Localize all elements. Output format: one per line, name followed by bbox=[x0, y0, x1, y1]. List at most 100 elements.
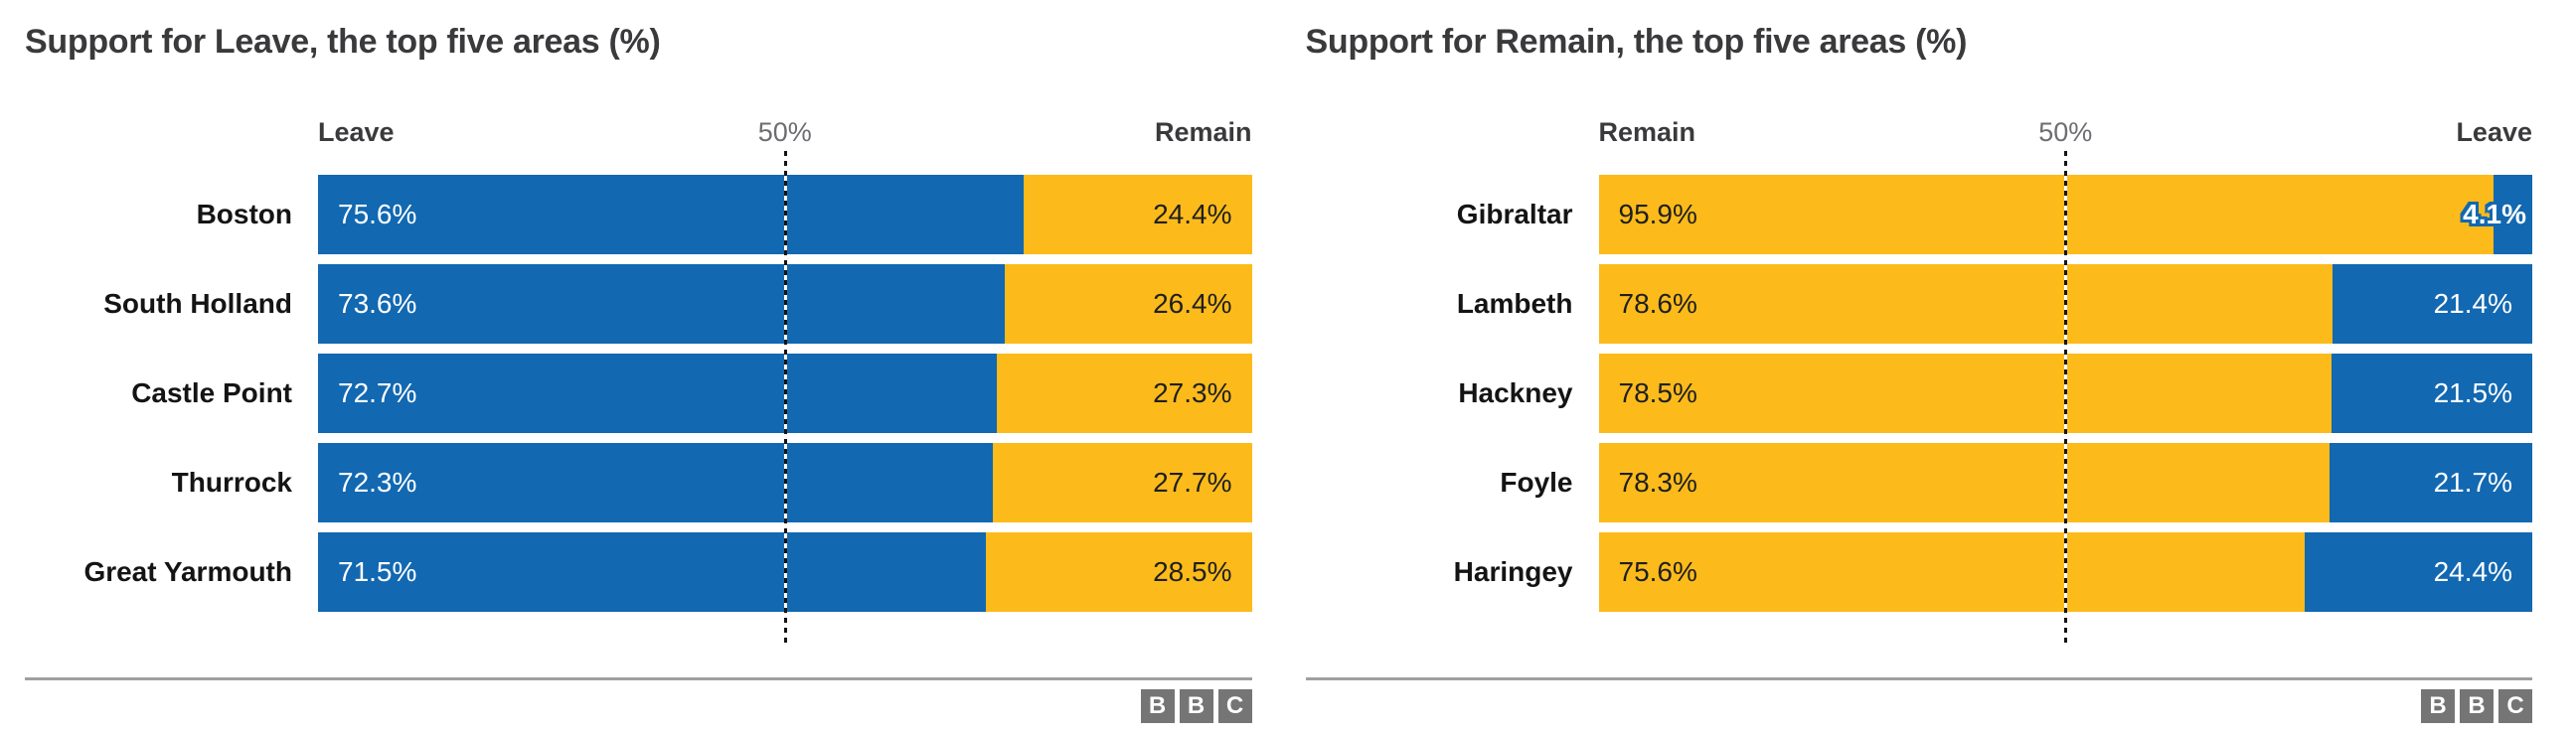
remain-segment: 78.5% bbox=[1598, 354, 2332, 433]
bar-row: Foyle 78.3% 21.7% bbox=[1306, 443, 2532, 522]
area-label: Haringey bbox=[1453, 556, 1573, 587]
remain-segment: 27.3% bbox=[997, 354, 1252, 433]
area-label: South Holland bbox=[103, 288, 292, 319]
bbc-logo-letter: B bbox=[1179, 689, 1213, 723]
leave-segment: 73.6% bbox=[318, 264, 1006, 344]
bbc-logo-letter: C bbox=[1217, 689, 1252, 723]
bar-row: Thurrock 72.3% 27.7% bbox=[25, 443, 1252, 522]
chart-panel-remain: Support for Remain, the top five areas (… bbox=[1305, 22, 2533, 733]
axis-end-label: Leave bbox=[2456, 116, 2532, 147]
stacked-bar: 72.7% 27.3% bbox=[318, 354, 1252, 433]
footer-divider bbox=[25, 677, 1252, 680]
stacked-bar: 71.5% 28.5% bbox=[318, 532, 1252, 612]
leave-value-label: 4.1% bbox=[2463, 199, 2526, 229]
stacked-bar: 73.6% 26.4% bbox=[318, 264, 1252, 344]
column-headers: Leave 50% Remain bbox=[25, 115, 1252, 149]
chart-footer: B B C bbox=[25, 677, 1252, 723]
header-spacer bbox=[1306, 115, 1599, 149]
remain-value-label: 78.6% bbox=[1618, 288, 1697, 319]
remain-value-label: 27.3% bbox=[1153, 377, 1232, 408]
area-label: Boston bbox=[196, 199, 292, 229]
leave-segment: 21.4% bbox=[2332, 264, 2532, 344]
bbc-logo-letter: B bbox=[1140, 689, 1175, 723]
stacked-bar: 72.3% 27.7% bbox=[318, 443, 1252, 522]
bar-row: South Holland 73.6% 26.4% bbox=[25, 264, 1252, 344]
remain-value-label: 24.4% bbox=[1153, 199, 1232, 229]
bbc-logo: B B C bbox=[1306, 689, 2532, 723]
remain-value-label: 27.7% bbox=[1153, 467, 1232, 498]
leave-value-label: 73.6% bbox=[338, 288, 417, 319]
bbc-logo-letter: B bbox=[2460, 689, 2494, 723]
stacked-bar: 75.6% 24.4% bbox=[318, 175, 1252, 254]
bar-row: Lambeth 78.6% 21.4% bbox=[1306, 264, 2532, 344]
remain-segment: 78.6% bbox=[1598, 264, 2333, 344]
bar-row: Haringey 75.6% 24.4% bbox=[1306, 532, 2532, 612]
leave-segment: 4.1% bbox=[2463, 175, 2532, 254]
bar-row: Boston 75.6% 24.4% bbox=[25, 175, 1252, 254]
chart-footer: B B C bbox=[1305, 677, 2532, 723]
remain-segment: 28.5% bbox=[985, 532, 1252, 612]
axis-end-label: Remain bbox=[1154, 116, 1252, 147]
remain-segment: 24.4% bbox=[1024, 175, 1252, 254]
leave-segment: 72.7% bbox=[318, 354, 998, 433]
bar-row: Great Yarmouth 71.5% 28.5% bbox=[25, 532, 1252, 612]
header-area: Remain 50% Leave bbox=[1599, 115, 2533, 149]
remain-segment: 27.7% bbox=[993, 443, 1252, 522]
fifty-percent-label: 50% bbox=[757, 116, 812, 147]
header-area: Leave 50% Remain bbox=[318, 115, 1252, 149]
chart-title: Support for Leave, the top five areas (%… bbox=[25, 23, 661, 61]
remain-segment: 26.4% bbox=[1005, 264, 1252, 344]
remain-value-label: 26.4% bbox=[1153, 288, 1232, 319]
area-label: Castle Point bbox=[131, 377, 292, 408]
axis-start-label: Remain bbox=[1598, 116, 1696, 147]
chart-panel-leave: Support for Leave, the top five areas (%… bbox=[25, 22, 1252, 733]
stacked-bar: 78.5% 21.5% bbox=[1598, 354, 2532, 433]
stacked-bar: 78.3% 21.7% bbox=[1598, 443, 2532, 522]
leave-value-label: 21.7% bbox=[2433, 467, 2512, 498]
remain-value-label: 95.9% bbox=[1618, 199, 1697, 229]
leave-value-label: 21.4% bbox=[2433, 288, 2512, 319]
area-label: Thurrock bbox=[171, 467, 292, 498]
leave-value-label: 21.5% bbox=[2433, 377, 2512, 408]
area-label: Lambeth bbox=[1456, 288, 1573, 319]
chart-title: Support for Remain, the top five areas (… bbox=[1305, 23, 1968, 61]
leave-value-label: 72.7% bbox=[338, 377, 417, 408]
bar-row: Hackney 78.5% 21.5% bbox=[1306, 354, 2532, 433]
remain-value-label: 78.5% bbox=[1618, 377, 1697, 408]
axis-start-label: Leave bbox=[318, 116, 395, 147]
area-label: Hackney bbox=[1458, 377, 1573, 408]
area-label: Foyle bbox=[1500, 467, 1573, 498]
remain-segment: 95.9% bbox=[1598, 175, 2495, 254]
remain-value-label: 75.6% bbox=[1618, 556, 1697, 587]
bar-row: Castle Point 72.7% 27.3% bbox=[25, 354, 1252, 433]
remain-segment: 75.6% bbox=[1598, 532, 2305, 612]
remain-value-label: 78.3% bbox=[1618, 467, 1697, 498]
bbc-logo: B B C bbox=[25, 689, 1252, 723]
footer-divider bbox=[1305, 677, 2532, 680]
stacked-bar: 75.6% 24.4% bbox=[1598, 532, 2532, 612]
area-label: Great Yarmouth bbox=[83, 556, 292, 587]
fifty-percent-reference-line bbox=[783, 151, 787, 648]
leave-segment: 72.3% bbox=[318, 443, 994, 522]
leave-value-label: 72.3% bbox=[338, 467, 417, 498]
leave-segment: 24.4% bbox=[2304, 532, 2532, 612]
area-label: Gibraltar bbox=[1456, 199, 1573, 229]
leave-value-label: 75.6% bbox=[338, 199, 417, 229]
stacked-bar: 95.9% 4.1% bbox=[1598, 175, 2532, 254]
remain-value-label: 28.5% bbox=[1153, 556, 1232, 587]
leave-value-label: 71.5% bbox=[338, 556, 417, 587]
leave-segment: 71.5% bbox=[318, 532, 986, 612]
leave-value-label: 24.4% bbox=[2433, 556, 2512, 587]
remain-segment: 78.3% bbox=[1598, 443, 2331, 522]
leave-segment: 75.6% bbox=[318, 175, 1025, 254]
header-spacer bbox=[25, 115, 318, 149]
fifty-percent-reference-line bbox=[2064, 151, 2068, 648]
leave-segment: 21.7% bbox=[2330, 443, 2532, 522]
stacked-bar: 78.6% 21.4% bbox=[1598, 264, 2532, 344]
plot-area: Leave 50% Remain Boston 75.6% 24.4% Sout… bbox=[25, 115, 1252, 648]
bbc-logo-letter: B bbox=[2421, 689, 2455, 723]
bar-row: Gibraltar 95.9% 4.1% bbox=[1306, 175, 2532, 254]
bbc-logo-letter: C bbox=[2498, 689, 2532, 723]
plot-area: Remain 50% Leave Gibraltar 95.9% 4.1% La… bbox=[1306, 115, 2533, 648]
leave-segment: 21.5% bbox=[2332, 354, 2532, 433]
